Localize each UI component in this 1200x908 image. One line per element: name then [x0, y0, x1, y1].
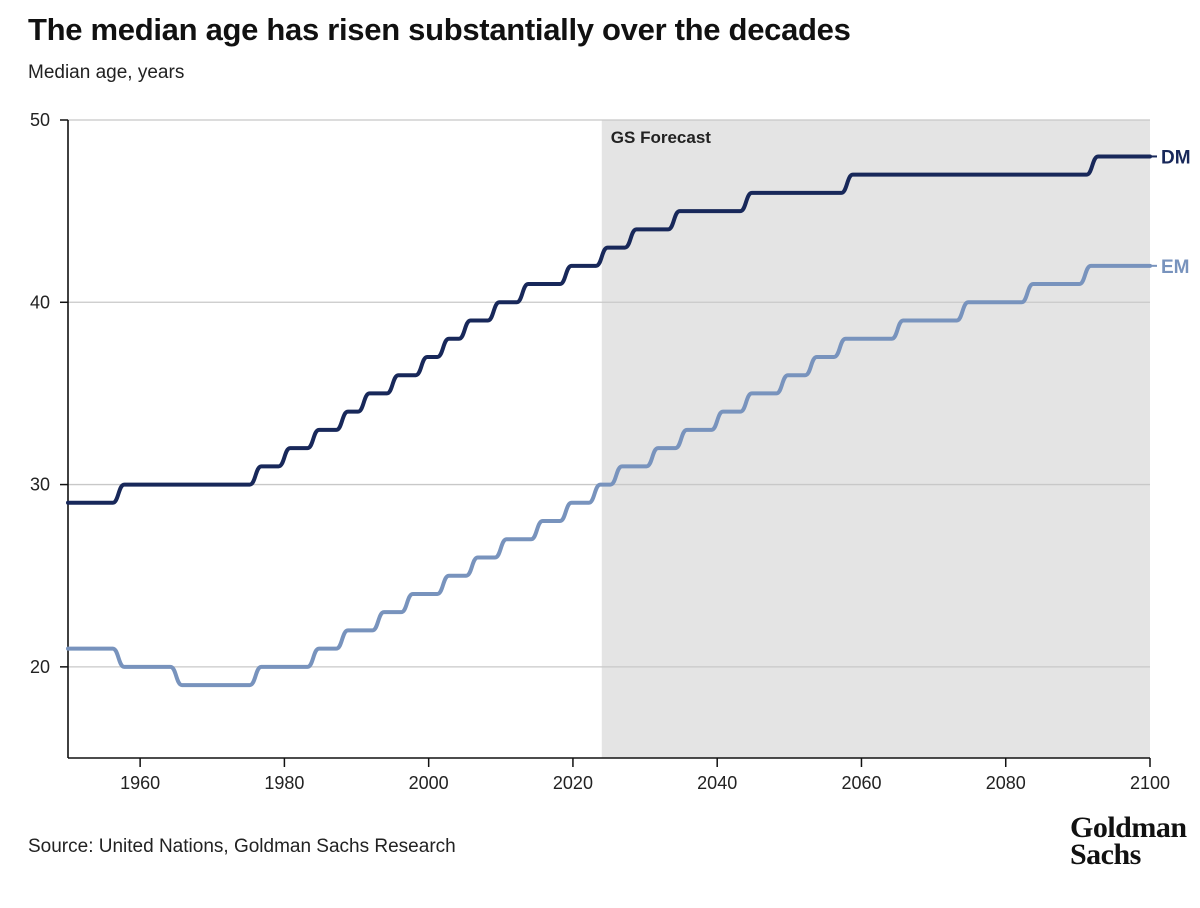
- series-line-dm: [66, 154, 1152, 505]
- x-tick-label: 2080: [986, 773, 1026, 793]
- series-label-dm: DM: [1161, 147, 1191, 168]
- source-note: Source: United Nations, Goldman Sachs Re…: [28, 836, 456, 857]
- logo-line-1: Goldman: [1070, 811, 1187, 844]
- x-tick-label: 2040: [697, 773, 737, 793]
- x-tick-label: 2020: [553, 773, 593, 793]
- y-tick-label: 40: [30, 292, 50, 312]
- y-tick-label: 30: [30, 475, 50, 495]
- forecast-region: [601, 120, 1150, 758]
- chart-subtitle: Median age, years: [28, 62, 185, 83]
- chart-title: The median age has risen substantially o…: [28, 12, 851, 47]
- x-tick-label: 1980: [264, 773, 304, 793]
- y-tick-label: 20: [30, 657, 50, 677]
- x-tick-label: 2060: [841, 773, 881, 793]
- series-line-em: [66, 263, 1152, 688]
- y-tick-label: 50: [30, 110, 50, 130]
- logo-line-2: Sachs: [1070, 838, 1141, 871]
- x-tick-label: 2100: [1130, 773, 1170, 793]
- goldman-sachs-logo: Goldman Sachs: [1070, 811, 1187, 871]
- x-tick-label: 2000: [409, 773, 449, 793]
- x-tick-label: 1960: [120, 773, 160, 793]
- series-label-em: EM: [1161, 257, 1190, 278]
- forecast-label: GS Forecast: [611, 128, 711, 147]
